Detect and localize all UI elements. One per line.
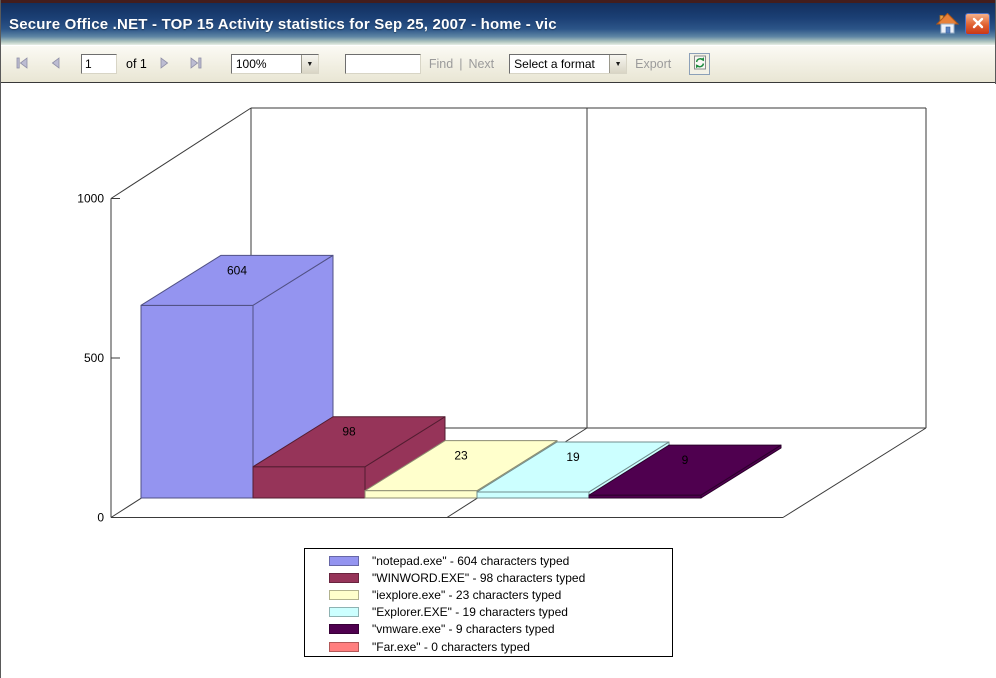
legend-swatch: [329, 589, 359, 600]
legend-item: "vmware.exe" - 9 characters typed: [305, 621, 672, 638]
y-axis-tick-label: 1000: [77, 192, 104, 206]
legend-label: "iexplore.exe" - 23 characters typed: [372, 587, 562, 602]
previous-page-icon: [48, 56, 64, 73]
next-link[interactable]: Next: [468, 57, 495, 71]
next-page-button[interactable]: [153, 54, 175, 74]
bar-value-label: 98: [342, 425, 356, 439]
format-value: Select a format: [514, 57, 595, 71]
bar-front-face-Explorer.EXE: [476, 491, 590, 499]
legend-swatch: [329, 607, 359, 618]
bar-front-face-iexplore.exe: [364, 490, 478, 499]
next-page-icon: [156, 56, 172, 73]
legend-item: "Explorer.EXE" - 19 characters typed: [305, 604, 672, 621]
window-top-stripe: [1, 0, 995, 3]
export-link[interactable]: Export: [635, 57, 672, 71]
legend: "notepad.exe" - 604 characters typed "WIN…: [304, 548, 673, 657]
bar-value-label: 604: [227, 263, 247, 277]
find-link[interactable]: Find: [428, 57, 454, 71]
legend-swatch: [329, 641, 359, 652]
first-page-button[interactable]: [11, 54, 33, 74]
legend-swatch: [329, 624, 359, 635]
format-dropdown-button[interactable]: ▼: [609, 55, 627, 73]
bar-top-face-iexplore.exe: [364, 440, 558, 492]
bar-top-face-Explorer.EXE: [476, 441, 670, 493]
legend-item: "iexplore.exe" - 23 characters typed: [305, 586, 672, 603]
chart-frame-line: [782, 427, 927, 518]
chevron-down-icon: ▼: [306, 60, 314, 68]
bar-top-face-vmware.exe: [588, 444, 782, 496]
bar-chart-svg: 0 500 1000 604 98 23 19 9: [77, 107, 927, 525]
zoom-value: 100%: [235, 57, 267, 71]
format-select[interactable]: Select a format ▼: [509, 54, 628, 74]
legend-label: "Far.exe" - 0 characters typed: [372, 639, 530, 654]
chart-frame-line: [110, 107, 252, 199]
bar-front-face-notepad.exe: [140, 304, 254, 499]
bar-front-face-WINWORD.EXE: [252, 466, 366, 499]
title-bar: Secure Office .NET - TOP 15 Activity sta…: [1, 3, 995, 45]
bar-value-label: 19: [566, 450, 580, 464]
page-number-input[interactable]: [81, 54, 117, 74]
first-page-icon: [14, 56, 30, 73]
search-input[interactable]: [344, 54, 421, 74]
legend-label: "Explorer.EXE" - 19 characters typed: [372, 605, 568, 620]
legend-label: "WINWORD.EXE" - 98 characters typed: [372, 570, 586, 585]
titlebar-icons: [935, 12, 990, 37]
legend-item: "WINWORD.EXE" - 98 characters typed: [305, 569, 672, 586]
refresh-button[interactable]: [689, 53, 711, 75]
y-axis-tick-label: 500: [84, 351, 104, 365]
zoom-select[interactable]: 100% ▼: [230, 54, 319, 74]
legend-label: "notepad.exe" - 604 characters typed: [372, 553, 570, 568]
zoom-dropdown-button[interactable]: ▼: [300, 55, 318, 73]
refresh-icon: [693, 55, 707, 73]
close-icon: [972, 17, 984, 32]
page-count-label: of 1: [126, 57, 147, 71]
legend-item: "Far.exe" - 0 characters typed: [305, 638, 672, 655]
bar-top-face-notepad.exe: [140, 254, 334, 306]
last-page-button[interactable]: [185, 54, 207, 74]
toolbar: of 1 100% ▼ Find | Next Select a format …: [1, 45, 995, 83]
home-icon: [935, 12, 959, 37]
previous-page-button[interactable]: [45, 54, 67, 74]
bar-value-label: 9: [682, 453, 689, 467]
legend-item: "notepad.exe" - 604 characters typed: [305, 552, 672, 569]
window-title: Secure Office .NET - TOP 15 Activity sta…: [9, 15, 557, 33]
bar-top-face-WINWORD.EXE: [252, 416, 446, 468]
last-page-icon: [188, 56, 204, 73]
bar-value-label: 23: [454, 449, 468, 463]
find-next-separator: |: [459, 57, 463, 71]
close-button[interactable]: [965, 13, 990, 35]
legend-swatch: [329, 572, 359, 583]
chevron-down-icon: ▼: [614, 60, 622, 68]
legend-label: "vmware.exe" - 9 characters typed: [372, 622, 555, 637]
legend-swatch: [329, 555, 359, 566]
y-axis-tick-label: 0: [97, 511, 104, 525]
home-button[interactable]: [935, 12, 959, 37]
